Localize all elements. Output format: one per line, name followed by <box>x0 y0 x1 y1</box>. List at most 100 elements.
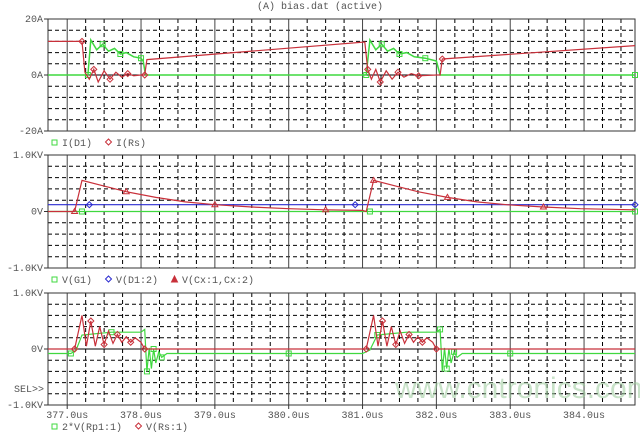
data-marker-diamond <box>70 345 79 353</box>
sel-marker-label: SEL>> <box>14 385 44 396</box>
legend-label: I(Rs) <box>116 138 146 150</box>
x-tick-label: 377.0us <box>46 411 88 422</box>
legend-label: I(D1) <box>62 138 92 150</box>
data-marker-square <box>378 41 385 48</box>
y-tick-label: 0V <box>31 208 43 219</box>
x-tick-label: 379.0us <box>194 411 236 422</box>
legend-label: V(D1:2) <box>116 275 158 287</box>
y-tick-label: -1.0KV <box>7 401 43 412</box>
data-marker-triangle <box>443 193 452 200</box>
data-marker-diamond <box>141 71 149 79</box>
legend-square-icon <box>51 139 58 146</box>
legend-diamond-icon <box>104 138 113 146</box>
legend-square-icon <box>51 423 58 430</box>
y-tick-label: 1.0KV <box>13 289 43 300</box>
legend-triangle-icon <box>170 274 179 283</box>
legend-square-icon <box>51 276 58 283</box>
legend-entry[interactable]: I(D1) <box>51 138 92 150</box>
series-line-I(Rs) <box>48 40 636 84</box>
data-marker-square <box>117 51 124 57</box>
x-tick-label: 381.0us <box>342 411 384 422</box>
data-marker-diamond <box>106 75 114 83</box>
data-marker-diamond <box>90 65 98 74</box>
data-marker-diamond <box>362 345 370 353</box>
legend-diamond-icon <box>134 422 143 430</box>
series-line-V(Cx:1,Cx:2) <box>48 179 636 213</box>
y-tick-label: 1.0KV <box>13 151 43 162</box>
y-tick-label: -20A <box>19 127 43 138</box>
data-marker-diamond <box>87 317 95 325</box>
data-marker-diamond <box>141 345 149 353</box>
data-marker-square <box>396 51 403 57</box>
data-marker-diamond <box>392 340 400 349</box>
data-marker-square <box>366 208 373 215</box>
data-marker-diamond <box>78 37 86 46</box>
data-marker-triangle <box>369 176 378 183</box>
data-marker-diamond <box>631 201 639 209</box>
y-tick-label: 20A <box>25 15 43 26</box>
plot-panel-1[interactable]: 20A 0A -20A I(D1) I(Rs) <box>19 15 638 150</box>
x-tick-label: 380.0us <box>268 411 310 422</box>
data-marker-square <box>143 368 150 375</box>
data-marker-diamond <box>351 201 359 209</box>
legend-entry[interactable]: V(D1:2) <box>104 275 159 287</box>
legend-label: V(Cx:1,Cx:2) <box>182 275 254 287</box>
data-marker-diamond <box>432 345 441 353</box>
data-marker-triangle <box>210 200 219 208</box>
legend-entry[interactable]: V(Rs:1) <box>134 422 189 434</box>
data-marker-diamond <box>126 338 135 346</box>
data-marker-square <box>363 72 370 78</box>
data-marker-diamond <box>394 68 402 76</box>
legend-label: V(G1) <box>62 275 92 287</box>
data-marker-triangle <box>70 207 79 214</box>
data-marker-square <box>437 326 444 333</box>
legend-entry[interactable]: V(G1) <box>51 275 92 287</box>
data-marker-diamond <box>364 65 372 74</box>
x-tick-label: 382.0us <box>415 411 457 422</box>
data-marker-triangle <box>321 205 330 213</box>
data-marker-square <box>78 208 85 215</box>
data-marker-diamond <box>113 330 122 339</box>
data-marker-diamond <box>378 317 387 325</box>
series-line-I(D1) <box>48 37 635 76</box>
data-marker-square <box>285 350 292 357</box>
data-marker-square <box>138 55 145 62</box>
data-marker-square <box>422 55 429 62</box>
data-marker-diamond <box>376 78 384 86</box>
data-marker-square <box>158 354 165 361</box>
legend-label: 2*V(Rp1:1) <box>62 422 122 434</box>
data-marker-triangle <box>122 187 131 195</box>
data-marker-diamond <box>100 340 108 349</box>
legend-entry[interactable]: I(Rs) <box>104 138 147 150</box>
data-marker-square <box>632 208 638 215</box>
data-marker-diamond <box>405 330 413 339</box>
x-tick-label: 384.0us <box>563 411 605 422</box>
y-tick-label: 0A <box>31 71 43 82</box>
legend-entry[interactable]: V(Cx:1,Cx:2) <box>170 274 255 287</box>
legend-entry[interactable]: 2*V(Rp1:1) <box>51 422 122 434</box>
window-title: (A) bias.dat (active) <box>257 1 383 13</box>
data-marker-square <box>632 72 638 78</box>
plot-panel-2[interactable]: 1.0KV 0V -1.0KV V(G1) V(D1:2) V(Cx:1,Cx:2) <box>7 151 639 287</box>
legend-label: V(Rs:1) <box>146 422 188 434</box>
data-marker-square <box>443 365 450 372</box>
x-tick-label: 378.0us <box>120 411 162 422</box>
data-marker-diamond <box>124 69 132 78</box>
data-marker-diamond <box>414 72 423 80</box>
data-marker-square <box>507 350 514 357</box>
data-marker-triangle <box>539 203 548 210</box>
data-marker-diamond <box>438 55 446 63</box>
data-marker-square <box>99 41 106 48</box>
y-tick-label: -1.0KV <box>7 264 43 275</box>
x-tick-label: 383.0us <box>489 411 531 422</box>
series-line-2*V(Rp1:1) <box>48 328 635 372</box>
data-marker-square <box>67 350 74 357</box>
watermark: www.cntronics.com <box>394 372 640 405</box>
data-marker-diamond <box>418 338 427 346</box>
legend-diamond-icon <box>104 275 113 283</box>
series-line-V(Rs:1) <box>48 315 635 350</box>
y-tick-label: 0V <box>31 345 43 356</box>
data-marker-diamond <box>85 201 94 209</box>
